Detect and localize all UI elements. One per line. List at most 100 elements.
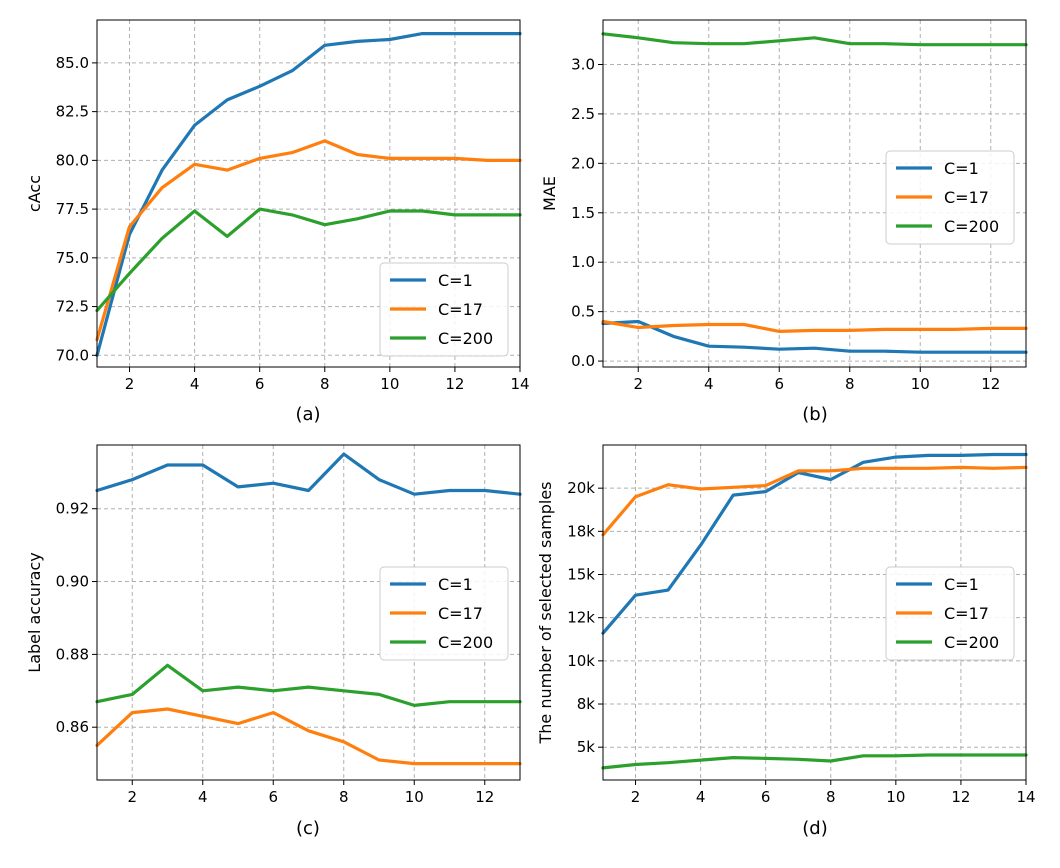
x-tick-label: 4 — [696, 788, 706, 806]
panel-a: 2 4 6 8 10 12 14 70.0 72.5 75.0 77.5 80.0 82.5 85.0 cA… — [25, 19, 530, 425]
legend-entry-label: C=200 — [944, 633, 999, 652]
series-line-c-200 — [95, 207, 522, 313]
y-tick-label: 85.0 — [56, 54, 89, 72]
y-tick-label: 12k — [567, 609, 595, 627]
panel-caption: (c) — [296, 818, 320, 839]
y-tick-label: 3.0 — [571, 55, 595, 73]
legend-entry-label: C=200 — [944, 217, 999, 236]
x-tick-label: 6 — [761, 788, 771, 806]
series-line-c-1 — [601, 319, 1028, 354]
legend-entry-label: C=200 — [438, 329, 493, 348]
x-tick-label: 4 — [190, 375, 200, 393]
axes-frame — [602, 19, 1027, 368]
x-tick-label: 10 — [380, 375, 399, 393]
y-tick-label: 0.90 — [56, 573, 89, 591]
y-tick-label: 0.92 — [56, 500, 89, 518]
y-tick-label: 80.0 — [56, 151, 89, 169]
panel-caption: (a) — [295, 404, 320, 425]
legend-entry-label: C=1 — [944, 159, 979, 178]
y-tick-label: 0.0 — [571, 352, 595, 370]
series-line-c-17 — [95, 707, 522, 766]
x-tick-label: 6 — [255, 375, 265, 393]
y-axis-label: Label accuracy — [25, 552, 44, 672]
legend: C=1 C=17 C=200 — [379, 566, 509, 661]
y-tick-label: 0.86 — [56, 718, 89, 736]
x-tick-label: 4 — [704, 375, 714, 393]
legend: C=1 C=17 C=200 — [885, 566, 1015, 661]
y-tick-label: 2.5 — [571, 105, 595, 123]
series-line-c-17 — [601, 465, 1028, 537]
y-tick-label: 1.5 — [571, 204, 595, 222]
x-tick-label: 12 — [981, 375, 1000, 393]
series-lines — [95, 31, 522, 357]
legend-box — [379, 566, 509, 661]
x-tick-label: 4 — [198, 788, 208, 806]
x-tick-label: 10 — [886, 788, 905, 806]
x-tick-label: 2 — [125, 375, 135, 393]
x-tick-label: 2 — [631, 788, 641, 806]
legend-entry-label: C=200 — [438, 633, 493, 652]
axes-frame — [96, 444, 521, 781]
y-tick-label: 72.5 — [56, 298, 89, 316]
series-line-c-200 — [95, 663, 522, 708]
series-line-c-1 — [601, 452, 1028, 635]
legend-entry-label: C=17 — [438, 604, 483, 623]
x-tick-label: 2 — [127, 788, 137, 806]
series-line-c-1 — [95, 31, 522, 357]
y-tick-label: 77.5 — [56, 200, 89, 218]
legend-box — [885, 150, 1015, 245]
legend-box — [885, 566, 1015, 661]
panel-b: 2 4 6 8 10 120.00.51.01.52.02.53.0MAE(b)C=1C=… — [540, 19, 1028, 425]
x-tick-label: 12 — [951, 788, 970, 806]
legend-entry-label: C=17 — [438, 300, 483, 319]
series-lines — [601, 32, 1028, 354]
y-tick-label: 75.0 — [56, 249, 89, 267]
panel-caption: (b) — [802, 404, 827, 425]
legend-entry-label: C=1 — [438, 271, 473, 290]
x-tick-label: 8 — [826, 788, 836, 806]
y-tick-label: 5k — [577, 738, 596, 756]
series-line-c-200 — [601, 32, 1028, 47]
legend: C=1 C=17 C=200 — [379, 262, 509, 357]
x-tick-label: 8 — [845, 375, 855, 393]
series-lines — [601, 452, 1028, 770]
y-axis-label: MAE — [540, 176, 559, 211]
series-line-c-200 — [601, 753, 1028, 770]
y-axis-label: The number of selected samples — [536, 481, 555, 744]
legend-entry-label: C=1 — [944, 575, 979, 594]
y-tick-label: 1.0 — [571, 253, 595, 271]
y-tick-label: 0.5 — [571, 303, 595, 321]
series-lines — [95, 452, 522, 766]
y-tick-label: 20k — [567, 479, 595, 497]
x-tick-label: 12 — [445, 375, 464, 393]
x-tick-label: 12 — [475, 788, 494, 806]
legend: C=1 C=17 C=200 — [885, 150, 1015, 245]
y-axis-label: cAcc — [25, 175, 44, 212]
x-tick-label: 14 — [510, 375, 529, 393]
grid — [603, 445, 1027, 780]
x-tick-label: 2 — [633, 375, 643, 393]
y-tick-label: 18k — [567, 522, 595, 540]
series-line-c-1 — [95, 452, 522, 496]
legend-entry-label: C=17 — [944, 604, 989, 623]
y-tick-label: 2.0 — [571, 154, 595, 172]
series-line-c-17 — [601, 319, 1028, 333]
y-tick-label: 0.88 — [56, 645, 89, 663]
x-tick-label: 10 — [911, 375, 930, 393]
axes-frame — [602, 444, 1027, 781]
panel-d: 2 4 6 8 10 12 14 5k 8k 10k 12k 15k 18k 20k The number … — [536, 444, 1036, 839]
x-tick-label: 10 — [405, 788, 424, 806]
x-tick-label: 6 — [774, 375, 784, 393]
y-tick-label: 10k — [567, 652, 595, 670]
x-tick-label: 8 — [339, 788, 349, 806]
legend-box — [379, 262, 509, 357]
panel-c: 2 4 6 8 10 12 0.86 0.88 0.90 0.92 Label accuracy (c… — [25, 444, 522, 839]
y-tick-label: 70.0 — [56, 346, 89, 364]
axes-frame — [96, 19, 521, 368]
y-tick-label: 82.5 — [56, 103, 89, 121]
series-line-c-17 — [95, 139, 522, 342]
x-tick-label: 14 — [1016, 788, 1035, 806]
legend-entry-label: C=1 — [438, 575, 473, 594]
x-tick-label: 6 — [268, 788, 278, 806]
